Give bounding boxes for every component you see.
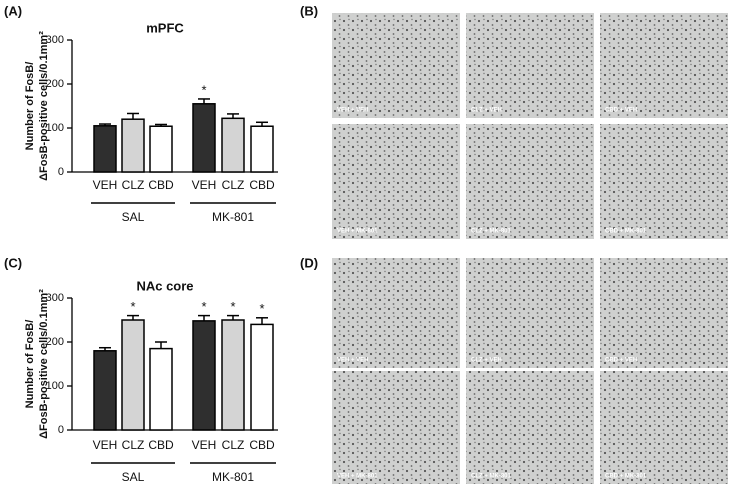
y-tick-label: 0	[58, 424, 64, 436]
panel-letter: (D)	[300, 255, 318, 270]
micrograph	[466, 258, 594, 368]
y-tick-label: 0	[58, 166, 64, 178]
y-tick-label: 300	[46, 292, 64, 304]
micrograph-label: CLZ + VEH	[471, 108, 502, 114]
x-tick-label: VEH	[192, 438, 217, 452]
bar	[93, 125, 117, 173]
x-tick-label: CBD	[148, 178, 174, 192]
micrograph-label: CLZ + MK-801	[471, 229, 512, 235]
micrograph	[600, 258, 728, 368]
significance-marker: *	[259, 301, 264, 316]
micrograph-label: VEH + VEH	[337, 358, 369, 364]
bar	[192, 320, 216, 431]
significance-marker: *	[201, 299, 206, 314]
panel-letter: (C)	[4, 255, 22, 270]
significance-marker: *	[201, 82, 206, 97]
bar	[121, 118, 145, 173]
x-tick-label: CLZ	[122, 438, 145, 452]
micrograph-label: CLZ + VEH	[471, 358, 502, 364]
group-label: SAL	[122, 470, 145, 484]
y-tick-label: 300	[46, 34, 64, 46]
group-label: SAL	[122, 210, 145, 224]
chart-title: mPFC	[146, 20, 184, 35]
y-axis-label: Number of FosB/	[24, 320, 36, 409]
bar	[93, 350, 117, 431]
bar	[121, 319, 145, 431]
micrograph-label: CBD + MK-801	[605, 229, 647, 235]
y-axis-label: Number of FosB/	[24, 62, 36, 151]
x-tick-label: CBD	[249, 178, 275, 192]
micrograph	[332, 13, 460, 118]
x-tick-label: CBD	[249, 438, 275, 452]
micrograph	[332, 371, 460, 484]
x-tick-label: CLZ	[222, 438, 245, 452]
significance-marker: *	[130, 299, 135, 314]
micrograph-label: VEH + MK-801	[337, 229, 378, 235]
y-axis-label: ΔFosB-positive cells/0.1mm²	[38, 31, 50, 181]
panel-letter: (B)	[300, 3, 318, 18]
y-axis-label: ΔFosB-positive cells/0.1mm²	[38, 289, 50, 439]
micrograph	[600, 371, 728, 484]
significance-marker: *	[230, 299, 235, 314]
micrograph	[466, 371, 594, 484]
x-tick-label: VEH	[93, 178, 118, 192]
micrograph-label: CBD + VEH	[605, 108, 637, 114]
x-tick-label: CBD	[148, 438, 174, 452]
bar	[149, 347, 173, 431]
micrograph-label: CLZ + MK-801	[471, 474, 512, 480]
y-tick-label: 200	[46, 78, 64, 90]
bar	[250, 125, 274, 173]
x-tick-label: VEH	[192, 178, 217, 192]
group-label: MK-801	[212, 470, 254, 484]
micrograph-label: VEH + VEH	[337, 108, 369, 114]
micrograph	[466, 13, 594, 118]
micrograph	[332, 258, 460, 368]
x-tick-label: CLZ	[222, 178, 245, 192]
panel-letter: (A)	[4, 3, 22, 18]
y-tick-label: 100	[46, 122, 64, 134]
bar	[221, 319, 245, 431]
x-tick-label: CLZ	[122, 178, 145, 192]
bar	[221, 117, 245, 173]
micrograph-label: CBD + VEH	[605, 358, 637, 364]
micrograph	[466, 124, 594, 239]
y-tick-label: 100	[46, 380, 64, 392]
micrograph	[332, 124, 460, 239]
micrograph	[600, 13, 728, 118]
micrograph	[600, 124, 728, 239]
bar	[149, 125, 173, 173]
chart-title: NAc core	[136, 278, 193, 293]
micrograph-label: CBD + MK-801	[605, 474, 647, 480]
y-tick-label: 200	[46, 336, 64, 348]
group-label: MK-801	[212, 210, 254, 224]
micrograph-label: VEH + MK-801	[337, 474, 378, 480]
bar	[192, 103, 216, 173]
bar	[250, 323, 274, 431]
x-tick-label: VEH	[93, 438, 118, 452]
